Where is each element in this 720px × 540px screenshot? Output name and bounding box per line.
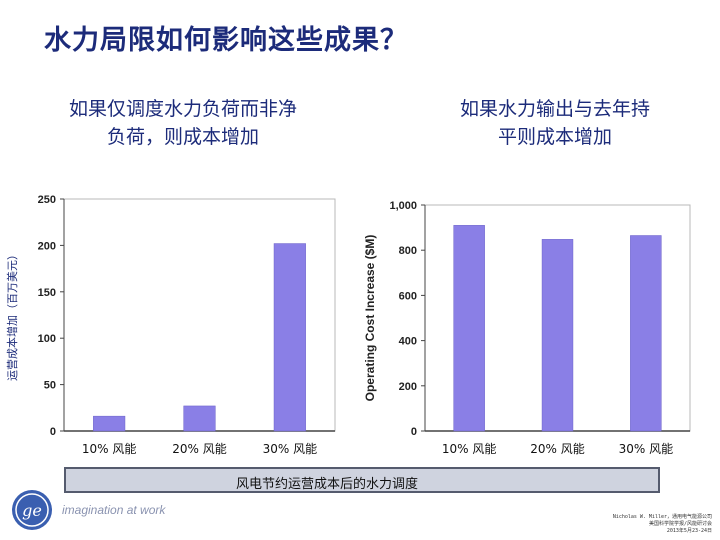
charts-canvas: 0 50 100 150 200 250 10% 风能 20% 风能 30% 风能 运营成本增加（… <box>5 194 691 456</box>
right-ytick-label: 200 <box>399 381 417 393</box>
left-ytick-label: 100 <box>38 333 56 345</box>
left-bar-1 <box>93 415 126 432</box>
right-ytick-label: 800 <box>399 245 417 257</box>
left-ytick-label: 50 <box>44 380 56 392</box>
ge-logo-icon: ge <box>12 490 52 530</box>
left-subtitle-line-2: 负荷，则成本增加 <box>106 126 259 148</box>
right-chart-subtitle: 如果水力输出与去年持 平则成本增加 <box>390 95 720 151</box>
left-y-axis-label: 运营成本增加（百万美元） <box>5 249 19 381</box>
right-subtitle-line-2: 平则成本增加 <box>497 126 612 148</box>
right-ytick-label: 0 <box>411 426 417 438</box>
left-category-label: 10% 风能 <box>82 442 137 456</box>
svg-text:ge: ge <box>22 501 42 520</box>
right-subtitle-line-1: 如果水力输出与去年持 <box>459 98 650 120</box>
footer-line-1: Nicholas W. Miller，通用电气能源公司 <box>612 514 712 520</box>
bottom-caption: 风电节约运营成本后的水力调度 <box>236 477 419 492</box>
footer-line-3: 2013年5月23-24日 <box>666 528 712 534</box>
right-bar-1 <box>453 225 485 432</box>
left-ytick-label: 200 <box>38 240 56 252</box>
left-ytick-label: 0 <box>50 426 56 438</box>
right-bar-3 <box>630 235 662 432</box>
right-ytick-label: 1,000 <box>389 200 417 212</box>
left-category-label: 30% 风能 <box>263 442 318 456</box>
left-bar-3 <box>273 243 306 432</box>
right-category-label: 30% 风能 <box>619 442 674 456</box>
footer-credits: Nicholas W. Miller，通用电气能源公司 美国科学院学报/风能研讨… <box>562 514 712 535</box>
right-y-axis-label: Operating Cost Increase ($M) <box>363 235 377 402</box>
left-bar-2 <box>183 405 216 432</box>
left-category-label: 20% 风能 <box>172 442 227 456</box>
right-category-label: 10% 风能 <box>442 442 497 456</box>
left-ytick-label: 250 <box>38 194 56 206</box>
right-ytick-label: 600 <box>399 290 417 302</box>
left-chart-subtitle: 如果仅调度水力负荷而非净 负荷，则成本增加 <box>18 95 348 151</box>
right-ytick-label: 400 <box>399 336 417 348</box>
bottom-caption-box: 风电节约运营成本后的水力调度 <box>64 467 660 493</box>
footer-line-2: 美国科学院学报/风能研讨会 <box>648 521 712 527</box>
tagline: imagination at work <box>62 503 166 517</box>
left-subtitle-line-1: 如果仅调度水力负荷而非净 <box>68 98 297 120</box>
right-bar-2 <box>541 239 574 432</box>
left-ytick-label: 150 <box>38 287 56 299</box>
page-title: 水力局限如何影响这些成果？ <box>44 25 408 56</box>
right-category-label: 20% 风能 <box>530 442 585 456</box>
